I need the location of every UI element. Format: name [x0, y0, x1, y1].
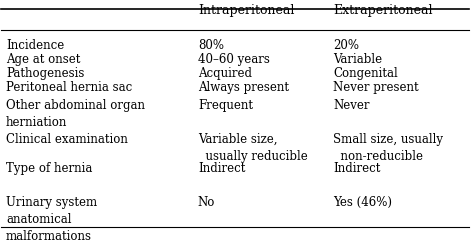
Text: Variable: Variable	[334, 53, 383, 66]
Text: 40–60 years: 40–60 years	[198, 53, 270, 66]
Text: Type of hernia: Type of hernia	[6, 162, 92, 175]
Text: Congenital: Congenital	[334, 67, 398, 80]
Text: Clinical examination: Clinical examination	[6, 132, 128, 145]
Text: Indirect: Indirect	[334, 162, 381, 175]
Text: 80%: 80%	[198, 39, 224, 52]
Text: Never present: Never present	[334, 81, 419, 94]
Text: Age at onset: Age at onset	[6, 53, 81, 66]
Text: 20%: 20%	[334, 39, 359, 52]
Text: Variable size,
  usually reducible: Variable size, usually reducible	[198, 132, 308, 162]
Text: Pathogenesis: Pathogenesis	[6, 67, 84, 80]
Text: Frequent: Frequent	[198, 99, 253, 112]
Text: Peritoneal hernia sac: Peritoneal hernia sac	[6, 81, 132, 94]
Text: Yes (46%): Yes (46%)	[334, 196, 392, 209]
Text: Other abdominal organ
herniation: Other abdominal organ herniation	[6, 99, 145, 129]
Text: No: No	[198, 196, 215, 209]
Text: Intraperitoneal: Intraperitoneal	[198, 4, 294, 18]
Text: Urinary system
anatomical
malformations: Urinary system anatomical malformations	[6, 196, 97, 243]
Text: Acquired: Acquired	[198, 67, 252, 80]
Text: Indirect: Indirect	[198, 162, 245, 175]
Text: Always present: Always present	[198, 81, 289, 94]
Text: Never: Never	[334, 99, 370, 112]
Text: Incidence: Incidence	[6, 39, 64, 52]
Text: Extraperitoneal: Extraperitoneal	[334, 4, 433, 18]
Text: Small size, usually
  non-reducible: Small size, usually non-reducible	[334, 132, 444, 162]
